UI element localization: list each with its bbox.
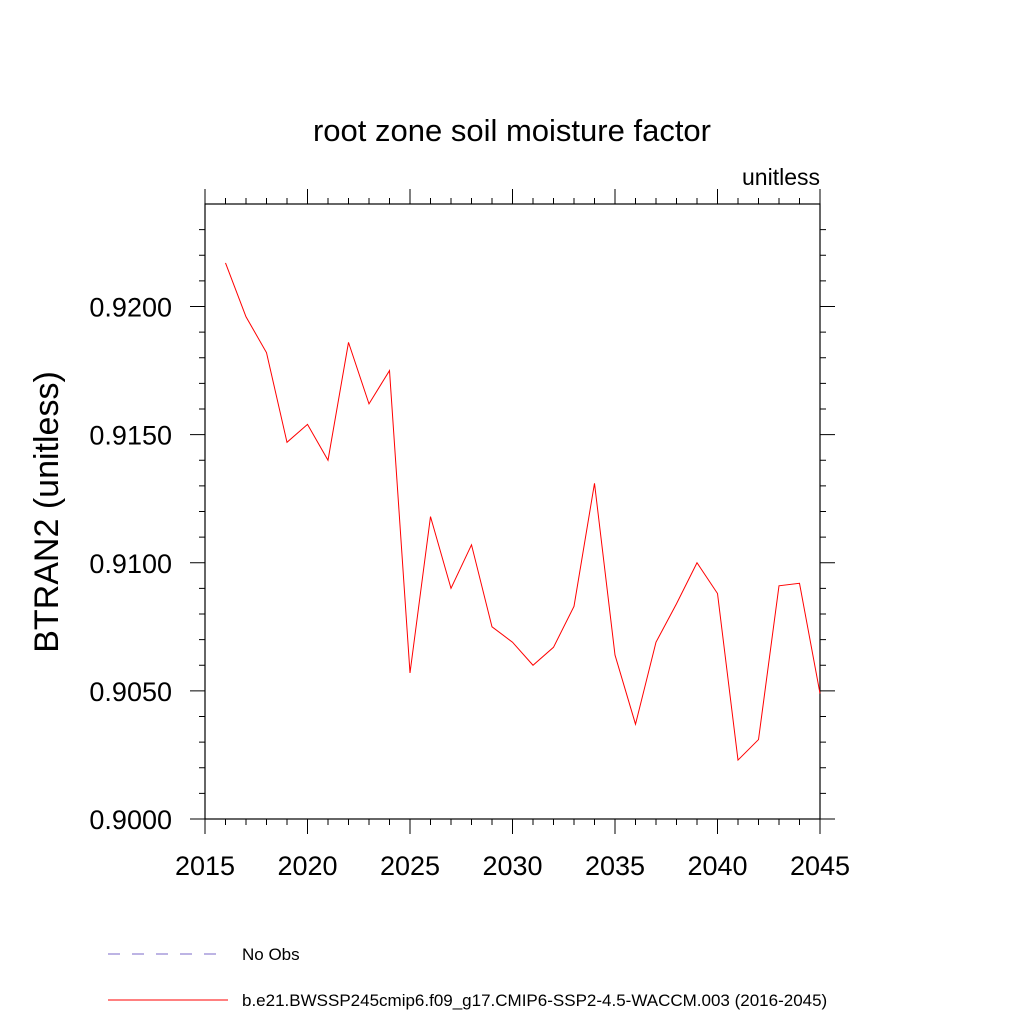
y-tick-label: 0.9000 [89,805,172,835]
series-line [225,262,821,762]
x-tick-label: 2040 [687,851,747,881]
tick-labels: 2015 2020 2025 2030 2035 2040 2045 0.9000 0.9050… [89,293,850,882]
y-tick-label: 0.9150 [89,421,172,451]
x-tick-label: 2030 [482,851,542,881]
x-tick-label: 2045 [790,851,850,881]
y-tick-label: 0.9050 [89,677,172,707]
y-tick-label: 0.9100 [89,549,172,579]
legend-label-no-obs: No Obs [242,945,300,964]
tick-marks [190,189,835,834]
units-label: unitless [742,164,820,190]
legend-label-model: b.e21.BWSSP245cmip6.f09_g17.CMIP6-SSP2-4… [242,991,827,1010]
legend: No Obs b.e21.BWSSP245cmip6.f09_g17.CMIP6… [108,945,827,1010]
x-tick-label: 2035 [585,851,645,881]
y-tick-label: 0.9200 [89,293,172,323]
x-tick-label: 2015 [175,851,235,881]
x-tick-label: 2020 [277,851,337,881]
series-layer [225,262,821,762]
plot-frame [204,203,821,820]
chart-title: root zone soil moisture factor [313,113,711,148]
x-tick-label: 2025 [380,851,440,881]
y-axis-label: BTRAN2 (unitless) [28,371,66,653]
